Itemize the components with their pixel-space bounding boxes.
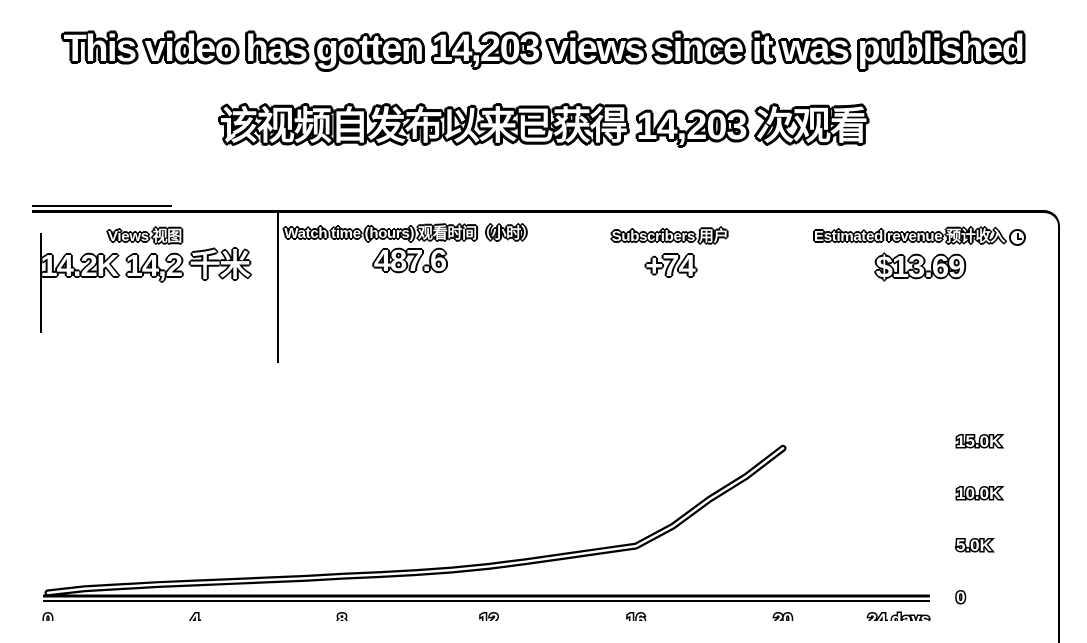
x-tick-label: 0 [43, 610, 52, 621]
x-tick-label: 16 [627, 610, 646, 621]
x-tick-label: 4 [190, 610, 200, 621]
views-series-outline [48, 448, 783, 593]
y-tick-label: 10.0K [956, 484, 1002, 503]
x-tick-label: 12 [480, 610, 499, 621]
y-tick-label: 5.0K [956, 536, 993, 555]
x-tick-label: 20 [774, 610, 793, 621]
x-tick-label: 24 days [868, 610, 930, 621]
y-tick-label: 15.0K [956, 432, 1002, 451]
x-tick-label: 8 [337, 610, 346, 621]
y-tick-label: 0 [956, 588, 965, 607]
views-line-chart: 15.0K 10.0K 5.0K 0 0 4 8 12 16 20 24 days [0, 0, 1087, 621]
